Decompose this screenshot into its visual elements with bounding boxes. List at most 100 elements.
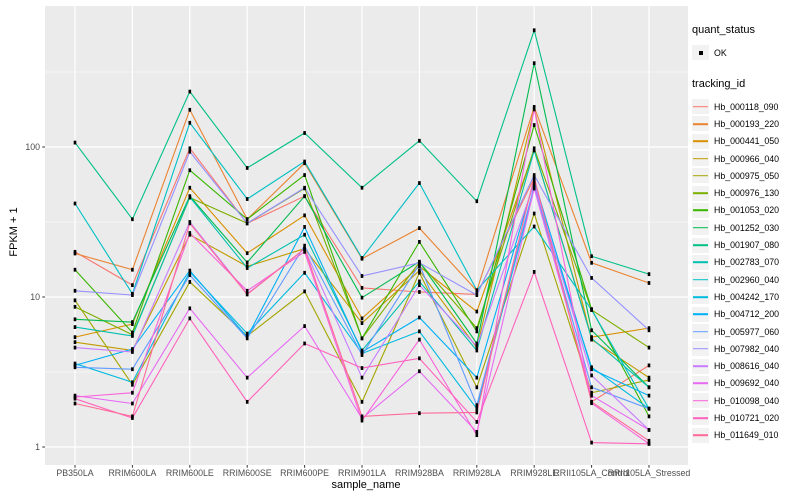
data-point (188, 195, 192, 199)
series-color-line-icon (693, 278, 708, 281)
data-point (360, 295, 364, 300)
data-point (131, 330, 134, 335)
data-point (532, 123, 536, 127)
series-color-line-icon (693, 226, 708, 229)
legend-item-label: Hb_007982_040 (714, 343, 780, 354)
data-point (188, 231, 192, 235)
legend-key-box (692, 358, 709, 374)
data-point (131, 293, 134, 297)
legend-key-box (692, 410, 709, 426)
series-color-line-icon (693, 157, 708, 160)
series-color-line-icon (693, 140, 708, 143)
data-point (532, 181, 536, 186)
data-point (532, 61, 536, 66)
series-color-line-icon (693, 434, 708, 437)
data-point (475, 420, 479, 424)
data-point (188, 120, 192, 125)
data-point (245, 288, 249, 293)
data-point (647, 438, 651, 443)
data-point (590, 328, 593, 333)
legend-spacer (692, 63, 800, 78)
data-point (590, 367, 593, 372)
x-axis-title: sample_name (331, 479, 401, 491)
legend-item-label: Hb_010721_020 (714, 412, 780, 423)
data-point (131, 217, 134, 222)
legend-item: Hb_002960_040 (692, 271, 800, 288)
data-point (245, 197, 249, 201)
y-tick-label: 1 (35, 442, 40, 452)
data-point (532, 184, 536, 188)
series-color-line-icon (693, 382, 708, 385)
legend-item-label: Hb_000966_040 (714, 153, 780, 164)
data-point (532, 224, 536, 229)
legend-key-box (692, 45, 709, 60)
data-point (245, 375, 249, 380)
data-point (418, 283, 421, 288)
data-point (590, 260, 593, 265)
data-point (590, 373, 593, 378)
data-point (131, 283, 134, 288)
legend-key-box (692, 133, 709, 149)
data-point (475, 293, 479, 297)
legend-item-label: Hb_002783_070 (714, 257, 780, 268)
legend-item: Hb_010721_020 (692, 409, 800, 426)
legend-key-box (692, 99, 709, 115)
legend-key-box (692, 324, 709, 339)
data-point (303, 249, 306, 254)
data-point (303, 341, 306, 346)
legend-key-box (692, 237, 709, 253)
y-axis-title: FPKM + 1 (8, 207, 20, 257)
x-tick-label: RRIM901LA (338, 468, 386, 478)
data-point (418, 411, 421, 416)
legend-item: Hb_000975_050 (692, 167, 800, 184)
data-point (245, 292, 249, 297)
data-point (532, 146, 536, 151)
legend-item-label: Hb_000976_130 (714, 188, 780, 199)
series-color-line-icon (693, 175, 708, 177)
data-point (360, 256, 364, 260)
legend-item-ok: OK (692, 44, 800, 61)
data-point (647, 378, 651, 382)
legend-title-tracking-id: tracking_id (692, 78, 746, 90)
legend-item: Hb_000966_040 (692, 150, 800, 167)
data-point (303, 270, 306, 275)
legend-key-box (692, 341, 709, 357)
legend-item: Hb_000193_220 (692, 115, 800, 132)
data-point (590, 393, 593, 398)
data-point (532, 211, 536, 216)
data-point (245, 221, 249, 226)
data-point (475, 406, 479, 411)
data-point (188, 168, 192, 173)
data-point (73, 345, 77, 350)
data-point (188, 146, 192, 151)
legend-title-quant-status: quant_status (692, 24, 755, 36)
series-color-line-icon (693, 105, 708, 108)
x-tick-label: RRIM928BA (395, 468, 444, 478)
data-point (303, 232, 306, 237)
data-point (188, 280, 192, 284)
y-tick-label: 10 (30, 292, 40, 302)
data-point (418, 181, 421, 185)
legend-item-label: Hb_000193_220 (714, 118, 780, 129)
data-point (475, 403, 479, 408)
data-point (475, 199, 479, 204)
legend-key-box (692, 254, 709, 270)
data-point (647, 345, 651, 350)
data-point (475, 430, 479, 434)
data-point (303, 289, 306, 294)
legend-item-label: Hb_000118_090 (714, 101, 779, 112)
legend-item: Hb_001907_080 (692, 236, 800, 253)
data-point (475, 348, 479, 353)
data-point (245, 217, 249, 222)
x-tick-label: PB350LA (56, 468, 93, 478)
data-point (360, 285, 364, 290)
data-point (73, 365, 77, 370)
data-point (131, 390, 134, 395)
data-point (647, 272, 651, 277)
data-point (131, 380, 134, 385)
data-point (590, 276, 593, 280)
legend-item: Hb_001053_020 (692, 202, 800, 219)
data-point (131, 267, 134, 272)
data-point (303, 194, 306, 199)
